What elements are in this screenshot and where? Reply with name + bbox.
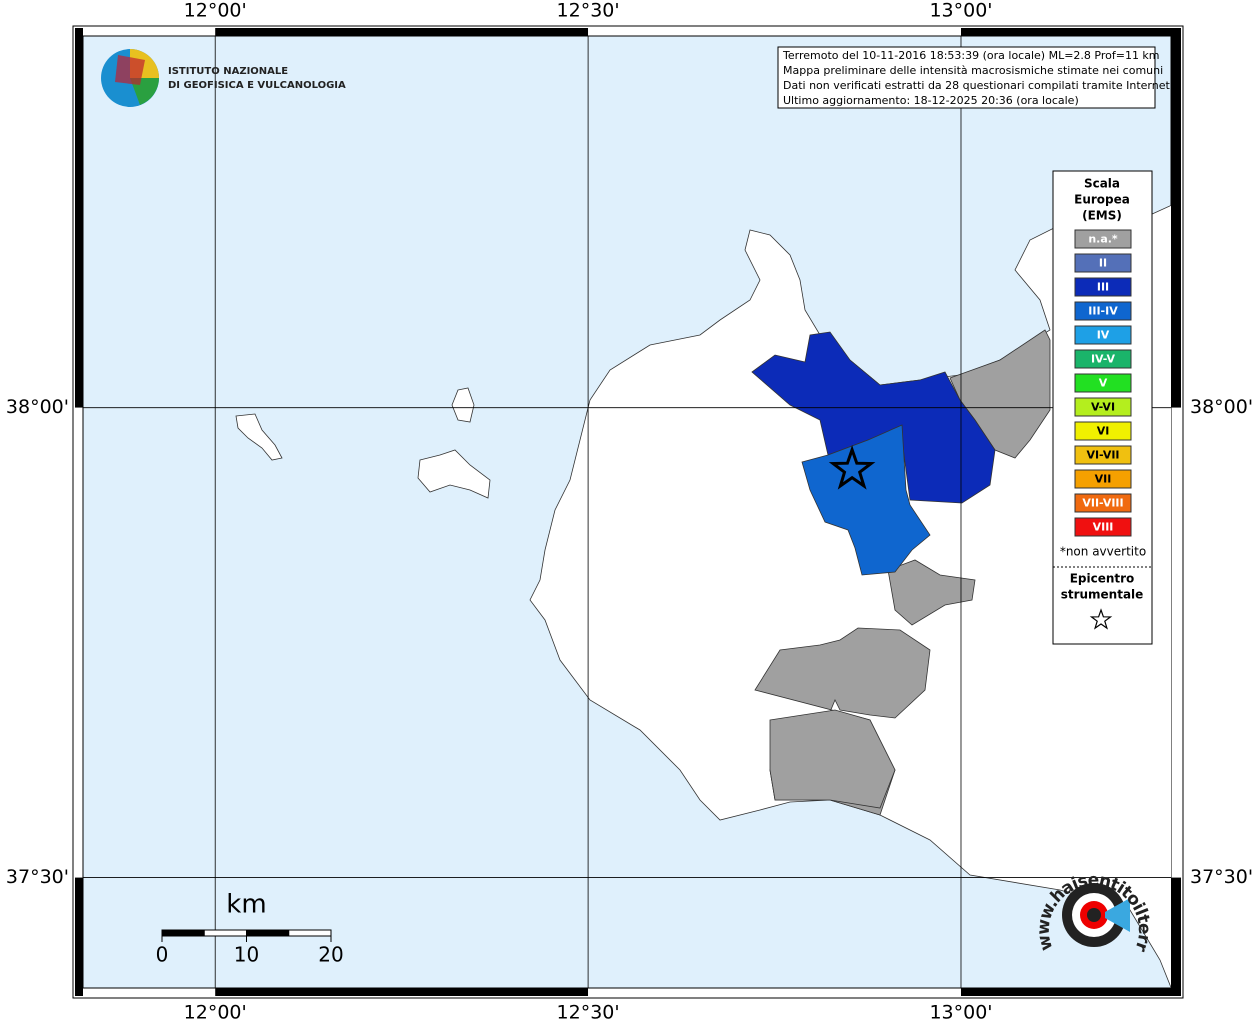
legend-swatch (1074, 301, 1132, 321)
legend-swatch (1074, 517, 1132, 537)
frame-bar (75, 28, 216, 36)
logo-text: ISTITUTO NAZIONALE (168, 66, 288, 77)
frame-bar (588, 988, 961, 996)
frame-bar (1171, 407, 1181, 878)
legend-epicenter-title: strumentale (1061, 588, 1144, 602)
frame-bar (960, 28, 1181, 36)
lon-label: 13°00' (929, 1002, 992, 1024)
legend-title: Europea (1074, 193, 1130, 207)
legend-label: II (1099, 257, 1107, 270)
scale-label: 20 (318, 943, 343, 967)
legend-label: III-IV (1088, 305, 1118, 318)
info-text: Terremoto del 10-11-2016 18:53:39 (ora l… (782, 49, 1173, 107)
logo-text: DI GEOFISICA E VULCANOLOGIA (168, 80, 346, 91)
scale-segment (288, 929, 332, 937)
scale-segment (246, 929, 290, 937)
legend-label: n.a.* (1088, 233, 1118, 246)
legend-swatch (1074, 373, 1132, 393)
legend-swatch (1074, 349, 1132, 369)
legend-swatch (1074, 397, 1132, 417)
frame-bar (75, 28, 83, 408)
ingv-logo: ISTITUTO NAZIONALE DI GEOFISICA E VULCAN… (101, 49, 346, 107)
legend-swatch (1074, 253, 1132, 273)
frame-bar (1171, 877, 1181, 996)
legend-label: VI (1097, 425, 1110, 438)
legend-label: V (1099, 377, 1108, 390)
legend-label: VI-VII (1086, 449, 1119, 462)
frame-bar (588, 28, 961, 36)
legend-label: VII-VIII (1082, 497, 1123, 510)
lon-label: 13°00' (929, 0, 992, 22)
graticule (83, 36, 1171, 988)
island (451, 387, 475, 423)
legend-title: Scala (1084, 177, 1120, 191)
logo-globe (115, 55, 145, 85)
legend-swatch (1074, 445, 1132, 465)
legend-swatch (1074, 277, 1132, 297)
legend-swatch (1074, 229, 1132, 249)
scale-segment (161, 929, 205, 937)
legend-epicenter-title: Epicentro (1070, 572, 1135, 586)
epicenter (828, 445, 876, 490)
island (417, 449, 491, 499)
legend-label: IV (1097, 329, 1110, 342)
info-box (777, 46, 1156, 109)
scale-label: 10 (234, 943, 259, 967)
info-line: Ultimo aggiornamento: 18-12-2025 20:36 (… (783, 94, 1079, 107)
scale-unit: km (226, 890, 266, 920)
lat-label: 37°30' (6, 866, 69, 888)
legend-note: *non avvertito (1060, 545, 1146, 559)
info-line: Mappa preliminare delle intensità macros… (783, 64, 1163, 77)
frame-bars (75, 28, 1181, 996)
logo-globe (130, 78, 159, 105)
island (235, 413, 283, 461)
frame-bar (1171, 28, 1181, 408)
legend-label: VIII (1093, 521, 1114, 534)
scale-segment (203, 929, 247, 937)
scale-label: 0 (156, 943, 169, 967)
legend-swatch (1074, 421, 1132, 441)
legend-swatch (1074, 493, 1132, 513)
legend-label: III (1097, 281, 1109, 294)
frame-bar (75, 988, 216, 996)
land-layer (235, 205, 1171, 988)
legend: ScalaEuropea(EMS)n.a.*IIIIIIII-IVIVIV-VV… (1053, 177, 1152, 630)
logo-wave (1105, 898, 1130, 932)
lat-label: 37°30' (1190, 866, 1253, 888)
legend-label: VII (1095, 473, 1112, 486)
legend-swatch (1074, 325, 1132, 345)
lat-label: 38°00' (1190, 396, 1253, 418)
lat-label: 38°00' (6, 396, 69, 418)
legend-label: V-VI (1091, 401, 1115, 414)
logo-target (1087, 908, 1101, 922)
legend-label: IV-V (1091, 353, 1116, 366)
frame-bar (960, 988, 1181, 996)
frame-bar (215, 988, 589, 996)
region (887, 559, 976, 626)
lon-label: 12°30' (557, 0, 620, 22)
info-line: Dati non verificati estratti da 28 quest… (783, 79, 1173, 92)
frame-bar (215, 28, 589, 36)
lon-label: 12°00' (184, 1002, 247, 1024)
lon-label: 12°30' (557, 1002, 620, 1024)
legend-star (1089, 608, 1113, 630)
legend-title: (EMS) (1082, 209, 1122, 223)
scale-bar: km 0 10 20 (156, 890, 344, 967)
region (769, 709, 896, 809)
frame-bar (75, 407, 83, 878)
frame-bar (75, 877, 83, 996)
lon-label: 12°00' (184, 0, 247, 22)
legend-swatch (1074, 469, 1132, 489)
info-line: Terremoto del 10-11-2016 18:53:39 (ora l… (782, 49, 1160, 62)
